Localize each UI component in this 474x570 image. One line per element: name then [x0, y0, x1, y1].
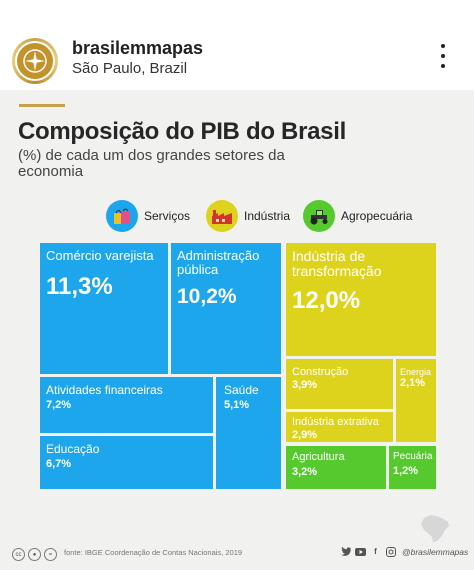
social-handle: @brasilemmapas: [402, 546, 469, 557]
tile-value: 2,1%: [400, 377, 426, 389]
license-icons: cc ● =: [12, 548, 57, 561]
tile-construcao: Construção 3,9%: [286, 359, 393, 409]
tile-atividades-financeiras: Atividades financeiras 7,2%: [40, 377, 213, 433]
tile-value: 7,2%: [46, 399, 72, 411]
youtube-icon[interactable]: [355, 546, 366, 557]
tile-label: Indústria de transformação: [292, 248, 382, 279]
source-text: fonte: IBGE Coordenação de Contas Nacion…: [64, 548, 243, 557]
tile-value: 10,2%: [177, 285, 237, 308]
instagram-icon[interactable]: [385, 546, 396, 557]
compass-icon: [15, 41, 55, 81]
tile-saude: Saúde 5,1%: [216, 377, 281, 489]
infographic-subtitle: (%) de cada um dos grandes setores da ec…: [18, 147, 285, 180]
tile-label: Energia: [400, 367, 432, 377]
tile-label: Agricultura: [292, 451, 345, 463]
infographic-card: Composição do PIB do Brasil (%) de cada …: [0, 90, 474, 570]
tile-label: Atividades financeiras: [46, 383, 163, 397]
cc-icon: cc: [12, 548, 25, 561]
avatar[interactable]: [12, 38, 58, 84]
tile-agricultura: Agricultura 3,2%: [286, 446, 386, 489]
legend-industria: Indústria: [206, 200, 290, 232]
twitter-icon[interactable]: [340, 546, 351, 557]
tile-label: Comércio varejista: [46, 248, 154, 263]
tile-pecuaria: Pecuária 1,2%: [389, 446, 436, 489]
account-location[interactable]: São Paulo, Brazil: [72, 60, 188, 77]
brazil-map-icon: [421, 515, 449, 542]
legend-label: Serviços: [144, 209, 191, 223]
infographic-title: Composição do PIB do Brasil: [18, 118, 346, 145]
legend-agropecuaria: Agropecuária: [303, 200, 412, 232]
tile-administracao-publica: Administração pública 10,2%: [171, 243, 281, 374]
social-links: f @brasilemmapas: [340, 546, 468, 557]
tile-value: 3,2%: [292, 466, 318, 478]
legend-label: Agropecuária: [341, 209, 413, 223]
tile-comercio-varejista: Comércio varejista 11,3%: [40, 243, 168, 374]
tile-energia: Energia 2,1%: [396, 359, 436, 442]
post-header: brasilemmapas São Paulo, Brazil: [0, 0, 474, 90]
factory-icon: [206, 200, 238, 232]
shopping-bags-icon: [106, 200, 138, 232]
legend-servicos: Serviços: [106, 200, 190, 232]
tile-value: 6,7%: [46, 458, 72, 470]
tile-value: 5,1%: [224, 399, 250, 411]
tile-value: 11,3%: [46, 273, 113, 300]
tile-value: 2,9%: [292, 429, 318, 441]
tile-industria-transformacao: Indústria de transformação 12,0%: [286, 243, 436, 356]
tile-value: 1,2%: [393, 465, 419, 477]
accent-line: [19, 104, 65, 107]
facebook-icon[interactable]: f: [374, 547, 377, 556]
tractor-icon: [303, 200, 335, 232]
tile-label: Educação: [46, 442, 100, 456]
pib-treemap: Comércio varejista 11,3% Administração p…: [40, 243, 447, 489]
tile-educacao: Educação 6,7%: [40, 436, 213, 489]
by-icon: ●: [28, 548, 41, 561]
more-options-icon[interactable]: [438, 44, 448, 68]
nd-icon: =: [44, 548, 57, 561]
tile-label: Saúde: [224, 383, 259, 397]
tile-value: 3,9%: [292, 379, 318, 391]
tile-label: Indústria extrativa: [292, 416, 379, 428]
tile-label: Construção: [292, 366, 349, 378]
legend-label: Indústria: [244, 209, 291, 223]
tile-industria-extrativa: Indústria extrativa 2,9%: [286, 412, 393, 442]
tile-value: 12,0%: [292, 287, 361, 314]
account-name[interactable]: brasilemmapas: [72, 38, 204, 58]
infographic-footer: cc ● = fonte: IBGE Coordenação de Contas…: [0, 508, 474, 570]
tile-label: Administração pública: [177, 248, 260, 277]
tile-label: Pecuária: [393, 451, 433, 462]
